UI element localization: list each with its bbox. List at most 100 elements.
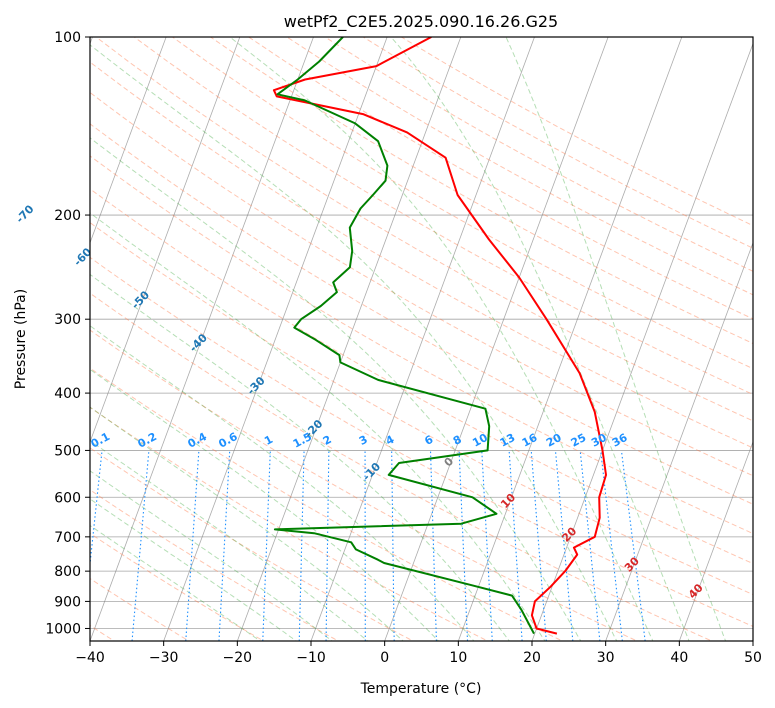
moist-adiabat-line [90, 439, 369, 641]
dewpoint-profile-line [273, 37, 535, 635]
y-tick-label: 600 [54, 490, 81, 506]
moist-adiabat-line [90, 470, 333, 641]
x-tick-label: 20 [523, 650, 541, 666]
isotherm-line [678, 440, 753, 641]
isotherm-line [752, 639, 753, 641]
temperature-profile-line [272, 37, 607, 635]
dry-adiabat-line [90, 61, 753, 449]
isotherm-label: -50 [129, 288, 152, 312]
y-tick-label: 700 [54, 530, 81, 546]
mixing-ratio-line [481, 450, 493, 641]
dry-adiabat-line [90, 367, 564, 641]
mixing-ratio-label: 36 [610, 431, 630, 450]
y-tick-label: 1000 [45, 621, 81, 637]
moist-adiabat-line [90, 498, 298, 641]
y-tick-label: 500 [54, 443, 81, 459]
mixing-ratio-label: 0.2 [136, 430, 159, 451]
dry-adiabat-line [90, 155, 753, 535]
mixing-ratio-label: 8 [451, 433, 464, 448]
isotherm-label: -40 [187, 331, 210, 355]
isotherm-label: -70 [13, 202, 36, 226]
chart-title: wetPf2_C2E5.2025.090.16.26.G25 [284, 12, 558, 32]
y-tick-label: 200 [54, 208, 81, 224]
dry-adiabat-line [90, 447, 414, 641]
mixing-ratio-label: 13 [498, 431, 518, 450]
x-tick-label: −10 [296, 650, 326, 666]
x-tick-label: 0 [380, 650, 389, 666]
mixing-ratio-label: 6 [422, 433, 435, 448]
x-tick-label: 50 [744, 650, 762, 666]
mixing-ratio-line [579, 450, 601, 641]
dry-adiabat-line [90, 292, 713, 641]
moist-adiabat-line [90, 273, 510, 641]
dry-adiabat-line [90, 256, 753, 627]
mixing-ratio-label: 25 [569, 431, 589, 450]
isotherm-line [605, 241, 753, 641]
isotherm-label: 10 [498, 491, 518, 511]
mixing-ratio-line [218, 450, 231, 641]
isotherm-line [310, 37, 535, 641]
dry-adiabat-line [90, 406, 489, 641]
mixing-ratio-line [185, 450, 200, 641]
y-tick-label: 400 [54, 386, 81, 402]
isotherm-line [90, 37, 314, 641]
mixing-ratio-line [131, 450, 150, 641]
y-tick-label: 900 [54, 594, 81, 610]
moist-adiabat-line [90, 406, 404, 641]
sounding-profiles [272, 37, 607, 635]
moist-adiabat-line [90, 137, 582, 641]
moist-adiabat-line [229, 37, 654, 641]
dry-adiabat-line [172, 37, 753, 370]
isotherm-label: -60 [71, 245, 94, 269]
isotherm-label: 40 [686, 581, 706, 601]
axis-ticks: −40 −30 −20 −10 0 10 20 30 40 5010020030040050060… [45, 30, 762, 666]
x-tick-label: 10 [449, 650, 467, 666]
dry-adiabat-line [95, 37, 753, 422]
dry-adiabat-line [90, 532, 265, 641]
dry-adiabat-line [401, 37, 753, 227]
background-reference-lines [90, 37, 753, 641]
isotherm-line [90, 37, 241, 444]
mixing-ratio-label: 0.4 [186, 430, 210, 451]
isotherm-line [384, 37, 609, 641]
mixing-ratio-line [620, 450, 646, 641]
mixing-ratio-label: 1 [262, 433, 275, 448]
dry-adiabat-line [90, 123, 753, 505]
dry-adiabat-line [210, 37, 753, 345]
mixing-ratio-label: 16 [520, 431, 540, 450]
x-tick-label: 30 [597, 650, 615, 666]
x-tick-label: −40 [75, 650, 105, 666]
plot-frame [89, 36, 754, 642]
mixing-ratio-label: 0.1 [89, 430, 112, 451]
y-tick-label: 100 [54, 30, 81, 46]
mixing-ratio-label: 0.6 [216, 430, 240, 451]
isotherm-line [90, 37, 167, 244]
mixing-ratio-label: 20 [544, 431, 564, 450]
isotherm-line [457, 37, 683, 641]
x-axis-label: Temperature (°C) [360, 681, 482, 697]
dry-adiabat-line [362, 37, 753, 249]
isotherm-label: 20 [559, 524, 579, 544]
x-tick-label: −30 [149, 650, 179, 666]
x-tick-label: −20 [223, 650, 253, 666]
y-tick-label: 300 [54, 312, 81, 328]
moist-adiabat-line [505, 37, 727, 641]
dry-adiabat-line [90, 188, 753, 565]
dry-adiabat-line [133, 37, 753, 396]
mixing-ratio-line [298, 450, 305, 641]
moist-adiabat-line [90, 325, 475, 641]
dry-adiabat-line [90, 329, 639, 641]
moist-adiabat-line [390, 37, 690, 641]
mixing-ratio-line [458, 450, 469, 641]
x-tick-label: 40 [670, 650, 688, 666]
mixing-ratio-line [90, 450, 103, 570]
mixing-ratio-label: 10 [470, 431, 490, 450]
mixing-ratio-line [325, 450, 330, 641]
moist-adiabat-line [90, 524, 261, 641]
mixing-ratio-line [391, 450, 395, 641]
dry-adiabat-line [90, 489, 340, 641]
mixing-ratio-label: 4 [384, 433, 397, 448]
isotherm-line [531, 42, 753, 641]
moist-adiabat-line [90, 44, 618, 641]
